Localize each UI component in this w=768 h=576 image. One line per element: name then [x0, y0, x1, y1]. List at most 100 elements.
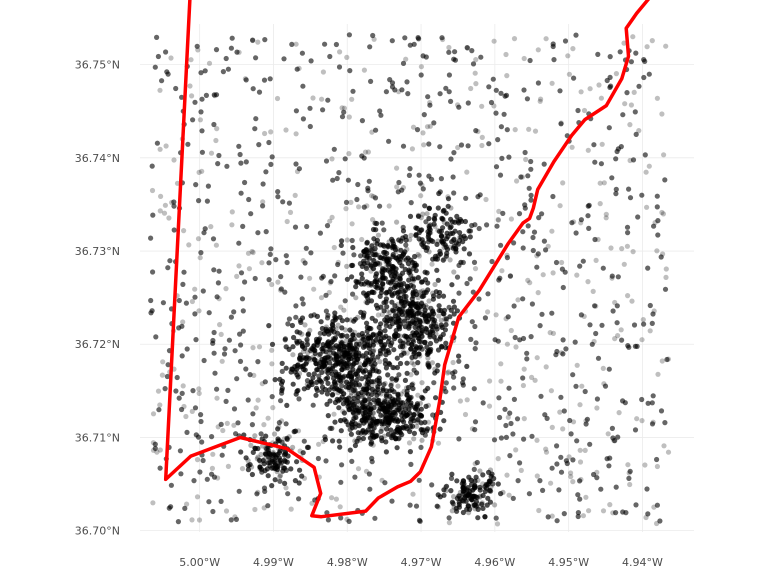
data-point [569, 220, 575, 226]
data-point [635, 214, 641, 220]
data-point [585, 279, 591, 285]
data-point [410, 385, 416, 392]
data-point [621, 261, 627, 267]
data-point [582, 388, 588, 395]
data-point [336, 405, 342, 411]
data-point [537, 98, 543, 104]
data-point [625, 293, 631, 299]
data-point [426, 225, 432, 231]
data-point [346, 386, 352, 393]
data-point [464, 397, 470, 403]
data-point [152, 445, 158, 451]
data-point [344, 263, 350, 269]
data-point [430, 308, 436, 314]
data-point [165, 265, 171, 271]
data-point [390, 364, 396, 371]
data-point [444, 236, 450, 242]
data-point [414, 423, 420, 429]
data-point [418, 72, 424, 78]
data-point [644, 44, 650, 50]
data-point [592, 159, 598, 165]
y-tick-label: 36.70°N [75, 525, 120, 538]
data-point [284, 435, 290, 441]
data-point [356, 353, 362, 359]
data-point [236, 263, 242, 269]
data-point [220, 69, 226, 75]
data-point [383, 296, 389, 302]
data-point [473, 474, 479, 480]
data-point [319, 364, 325, 370]
data-point [551, 57, 557, 63]
data-point [607, 54, 613, 60]
data-point [443, 483, 450, 489]
data-point [374, 392, 380, 398]
data-point [380, 275, 386, 281]
data-point [492, 337, 498, 343]
data-point [154, 140, 160, 146]
data-point [542, 412, 548, 418]
data-point [659, 358, 665, 364]
data-point [292, 224, 299, 230]
data-point [482, 315, 488, 321]
data-point [261, 422, 267, 428]
data-point [577, 459, 584, 465]
data-point [348, 363, 354, 370]
data-point [618, 327, 624, 333]
data-point [427, 123, 433, 129]
data-point [493, 164, 500, 170]
data-point [456, 104, 462, 110]
data-point [410, 337, 416, 343]
data-point [503, 422, 509, 429]
data-point [383, 393, 389, 399]
data-point [150, 447, 157, 453]
data-point [204, 198, 210, 204]
data-point [497, 414, 503, 421]
data-point [451, 311, 457, 317]
data-point [501, 111, 507, 117]
data-point [633, 502, 639, 508]
data-point [285, 321, 291, 327]
data-point [218, 331, 224, 337]
data-point [294, 340, 300, 346]
data-point [196, 386, 202, 392]
data-point [609, 175, 615, 181]
data-point [341, 105, 347, 111]
data-point [350, 332, 356, 338]
data-point [515, 297, 521, 303]
data-point [339, 114, 346, 120]
data-point [338, 378, 344, 384]
data-point [443, 85, 449, 91]
data-point [293, 41, 299, 47]
data-point [211, 474, 218, 480]
data-point [349, 237, 355, 244]
data-point [215, 161, 221, 167]
data-point [269, 341, 276, 347]
data-point [363, 468, 370, 474]
data-point [164, 373, 170, 380]
data-point [417, 289, 424, 295]
data-point [504, 341, 510, 347]
data-point [246, 266, 252, 272]
data-point [451, 304, 457, 310]
data-point [449, 471, 455, 477]
data-point [323, 343, 329, 349]
data-point [560, 351, 566, 357]
data-point [233, 516, 239, 523]
data-point [400, 228, 407, 234]
data-point [394, 320, 400, 326]
data-point [160, 359, 166, 365]
data-point [425, 280, 431, 286]
data-point [585, 213, 591, 219]
data-point [367, 486, 373, 492]
data-point [438, 334, 444, 340]
data-point [150, 411, 157, 417]
data-point [432, 366, 438, 372]
data-point [338, 428, 344, 434]
data-point [489, 471, 495, 477]
data-point [334, 360, 340, 367]
data-point [347, 327, 353, 333]
data-point [350, 362, 356, 368]
data-point [472, 323, 478, 330]
data-point [366, 396, 372, 402]
data-point [493, 515, 499, 521]
